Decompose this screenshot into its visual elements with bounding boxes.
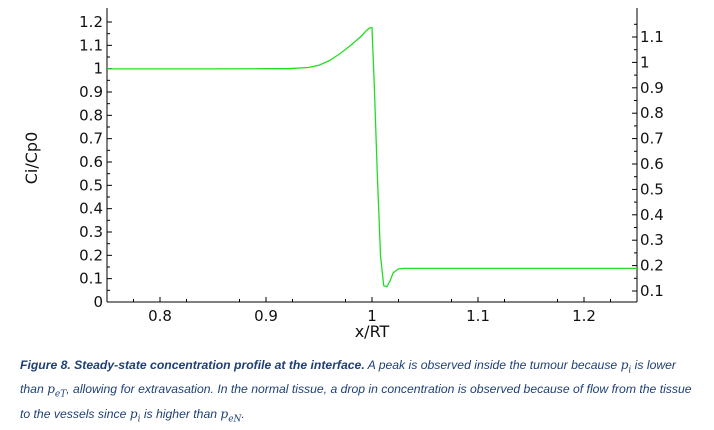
y-left-tick-label: 0 [93, 293, 103, 311]
y-right-tick-label: 0.9 [640, 79, 664, 97]
x-tick-label: 1.2 [572, 307, 596, 325]
y-right-tick-label: 0.8 [640, 104, 664, 122]
y-left-tick-label: 0.9 [79, 83, 103, 101]
x-tick-label: 1 [367, 307, 377, 325]
y-right-tick-label: 0.5 [640, 180, 664, 198]
x-tick-label: 1.1 [466, 307, 490, 325]
y-left-tick-label: 0.6 [79, 153, 103, 171]
concentration-line [107, 27, 637, 288]
caption-text-1: A peak is observed inside the tumour bec… [364, 358, 621, 372]
x-tick-label: 0.9 [254, 307, 278, 325]
y-left-tick-label: 0.8 [79, 106, 103, 124]
caption-text-3: , allowing for extravasation. In the nor… [20, 382, 692, 421]
concentration-chart: 0 0.1 0.2 0.3 0.4 0.5 0.6 0.7 0.8 0.9 1 1.1 1.2 0.1 0.… [22, 8, 664, 341]
y-left-tick-label: 0.4 [79, 200, 103, 218]
caption-text-2: is lower than [20, 358, 676, 397]
caption-figure-label: Figure 8. Steady-state concentration pro… [20, 358, 365, 372]
caption-p-i-2: pi [129, 406, 141, 425]
y-left-tick-label: 0.1 [79, 270, 103, 288]
y-left-tick-label: 1.1 [79, 36, 103, 54]
x-axis-title: x/RT [355, 322, 390, 341]
y-right-tick-label: 0.1 [640, 282, 664, 300]
axes-frame [106, 8, 638, 303]
y-right-tick-label: 0.6 [640, 155, 664, 173]
y-right-tick-label: 1 [640, 53, 650, 71]
tick-labels: 0 0.1 0.2 0.3 0.4 0.5 0.6 0.7 0.8 0.9 1 1.1 1.2 0.1 0.… [79, 13, 664, 325]
y-left-tick-label: 1.2 [79, 13, 103, 31]
y-axis-title: Ci/Cp0 [22, 132, 41, 185]
y-left-tick-label: 0.3 [79, 223, 103, 241]
caption-text-5: . [241, 406, 245, 421]
axis-ticks [107, 21, 637, 303]
y-left-tick-label: 0.7 [79, 130, 103, 148]
y-right-tick-label: 1.1 [640, 28, 664, 46]
y-right-tick-label: 0.7 [640, 130, 664, 148]
caption-p-eT: peT [47, 382, 67, 400]
y-right-tick-label: 0.4 [640, 206, 664, 224]
data-lines [107, 27, 637, 288]
caption-text-4: is higher than [140, 406, 221, 421]
y-left-tick-label: 1 [93, 60, 103, 78]
figure-caption: Figure 8. Steady-state concentration pro… [20, 356, 700, 429]
caption-p-eN: peN [220, 406, 242, 425]
x-tick-label: 0.8 [148, 307, 172, 325]
y-left-tick-label: 0.5 [79, 176, 103, 194]
y-right-tick-label: 0.2 [640, 257, 664, 275]
y-right-tick-label: 0.3 [640, 231, 664, 249]
caption-p-i-1: pi [620, 358, 632, 376]
y-left-tick-label: 0.2 [79, 246, 103, 264]
